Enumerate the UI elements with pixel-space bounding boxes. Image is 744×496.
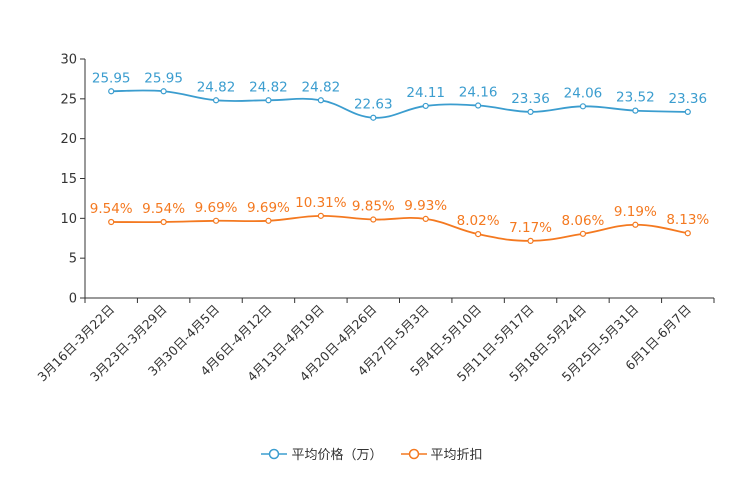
series-line-1 [111, 214, 688, 242]
data-point [684, 230, 691, 237]
data-point [422, 102, 429, 110]
data-label: 25.95 [144, 70, 183, 86]
data-point [160, 218, 167, 226]
legend-price-label: 平均价格（万） [291, 448, 383, 463]
data-point [632, 221, 639, 228]
data-label: 23.36 [668, 91, 707, 107]
y-tick-label: 30 [60, 53, 77, 68]
legend-price-marker-icon [261, 448, 288, 459]
data-label: 9.54% [142, 201, 185, 217]
data-label: 24.06 [564, 85, 603, 101]
data-label: 23.36 [511, 91, 550, 107]
data-label: 9.19% [614, 204, 657, 220]
data-point [212, 97, 220, 104]
legend-item-price[interactable]: 平均价格（万） [261, 444, 383, 463]
data-label: 8.13% [666, 212, 709, 228]
data-point [579, 103, 587, 110]
data-point [212, 217, 220, 224]
data-point [475, 102, 482, 109]
data-point [475, 231, 482, 238]
data-point [370, 114, 377, 121]
data-point [370, 216, 377, 223]
y-tick-label: 15 [60, 172, 77, 187]
data-point [422, 215, 429, 222]
data-label: 9.54% [90, 201, 133, 217]
data-label: 24.82 [249, 79, 288, 95]
data-label: 9.69% [247, 200, 290, 216]
y-tick-label: 10 [60, 212, 77, 227]
data-point [684, 108, 691, 115]
data-point [108, 218, 115, 226]
data-label: 25.95 [92, 70, 131, 86]
chart-legend: 平均价格（万） 平均折扣 [0, 444, 744, 463]
data-label: 24.11 [406, 85, 445, 101]
data-label: 24.16 [459, 85, 498, 101]
data-label: 22.63 [354, 97, 393, 113]
y-tick-label: 25 [60, 92, 77, 107]
legend-discount-marker-icon [400, 448, 427, 459]
data-label: 8.06% [562, 213, 605, 229]
y-tick-label: 5 [69, 252, 77, 267]
data-point [579, 230, 587, 237]
series-line-0 [111, 89, 688, 119]
data-point [527, 108, 534, 115]
data-label: 9.93% [404, 198, 447, 214]
data-label: 23.52 [616, 90, 655, 106]
data-label: 10.31% [295, 195, 347, 211]
line-chart: 0510152025303月16日-3月22日3月23日-3月29日3月30日-… [34, 53, 715, 384]
data-point [108, 88, 115, 95]
data-label: 9.69% [195, 200, 238, 216]
data-point [265, 97, 272, 104]
data-point [317, 212, 324, 219]
y-tick-label: 20 [60, 132, 77, 147]
data-point [632, 107, 639, 114]
data-point [317, 97, 324, 104]
data-point [265, 217, 272, 224]
data-label: 24.82 [302, 79, 341, 95]
data-point [527, 237, 534, 244]
data-point [160, 88, 167, 95]
data-label: 9.85% [352, 199, 395, 215]
data-label: 8.02% [457, 213, 500, 229]
legend-item-discount[interactable]: 平均折扣 [400, 444, 483, 463]
legend-discount-label: 平均折扣 [430, 448, 483, 463]
data-label: 7.17% [509, 220, 552, 236]
data-label: 24.82 [197, 79, 236, 95]
y-tick-label: 0 [69, 292, 77, 307]
